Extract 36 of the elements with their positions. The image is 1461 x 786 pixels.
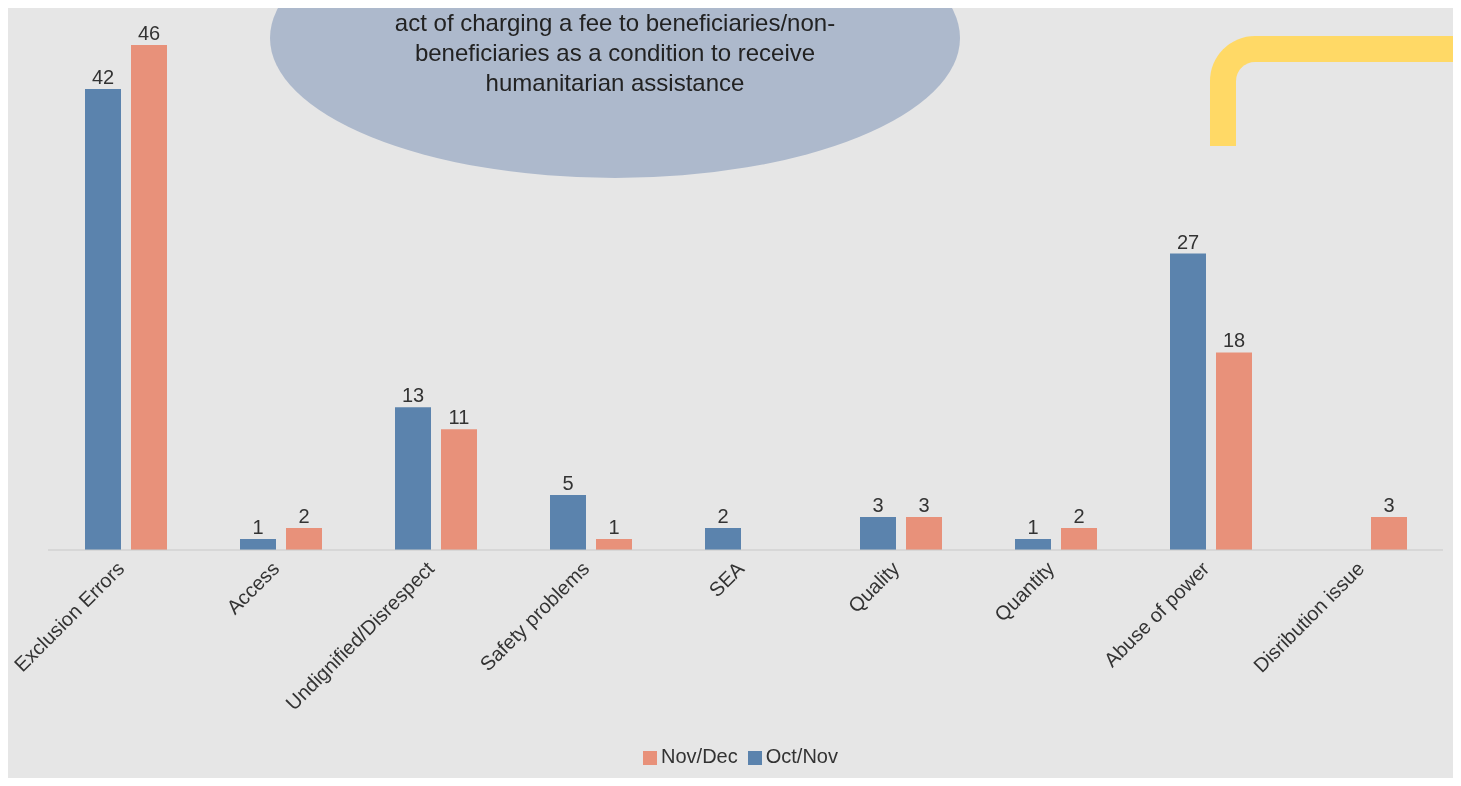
- bar: [395, 407, 431, 550]
- data-label: 1: [608, 516, 620, 539]
- bar: [705, 528, 741, 550]
- data-label: 1: [252, 516, 264, 539]
- legend-label: Nov/Dec: [661, 745, 738, 767]
- data-label: 3: [918, 494, 930, 517]
- bar: [1015, 539, 1051, 550]
- bar: [1170, 253, 1206, 550]
- bar: [286, 528, 322, 550]
- data-label: 1: [1027, 516, 1039, 539]
- bar: [596, 539, 632, 550]
- bar: [240, 539, 276, 550]
- data-label: 13: [401, 384, 425, 407]
- data-label: 3: [872, 494, 884, 517]
- bar: [85, 88, 121, 550]
- bar: [860, 517, 896, 550]
- bar: [906, 517, 942, 550]
- data-label: 46: [137, 22, 161, 44]
- data-label: 5: [562, 472, 574, 495]
- bar: [1216, 352, 1252, 550]
- data-label: 27: [1176, 230, 1200, 253]
- bar: [131, 45, 167, 550]
- data-label: 2: [717, 505, 729, 528]
- data-label: 18: [1222, 329, 1246, 352]
- data-label: 3: [1383, 494, 1395, 517]
- data-label: 42: [91, 65, 115, 88]
- bar: [1061, 528, 1097, 550]
- bar: [441, 429, 477, 550]
- data-label: 11: [448, 406, 470, 429]
- legend-label: Oct/Nov: [765, 745, 838, 767]
- data-label: 2: [1073, 505, 1085, 528]
- bar: [550, 495, 586, 550]
- bar: [1371, 517, 1407, 550]
- annotation: act of charging a fee to beneficiaries/non-beneficiaries as a condition to receive humanitarian assistance: [393, 8, 837, 98]
- data-label: 2: [298, 505, 310, 528]
- x-tick-label: SEA: [704, 556, 749, 602]
